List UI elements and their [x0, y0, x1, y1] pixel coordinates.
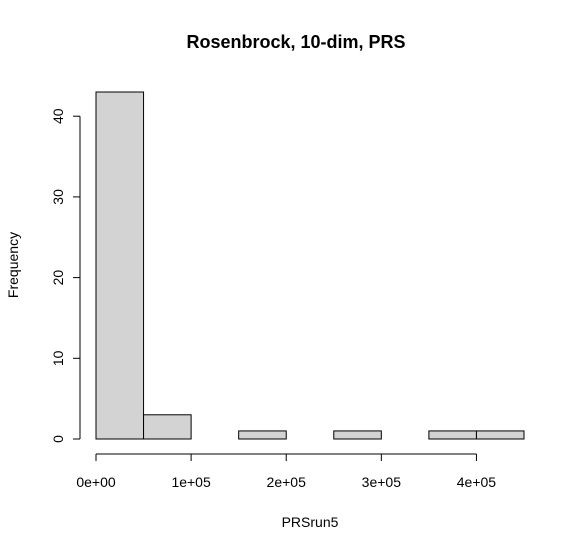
histogram-bar	[428, 430, 477, 440]
x-tick-label: 2e+05	[267, 474, 307, 490]
histogram-bar	[95, 91, 145, 440]
histogram-bar	[238, 430, 287, 440]
chart-title: Rosenbrock, 10-dim, PRS	[186, 32, 405, 52]
y-tick-label: 30	[50, 189, 66, 205]
y-tick-label: 40	[50, 108, 66, 124]
bars-group	[95, 91, 525, 440]
x-tick-label: 3e+05	[362, 474, 402, 490]
y-tick-label: 20	[50, 270, 66, 286]
x-tick-label: 1e+05	[171, 474, 211, 490]
x-tick-label: 0e+00	[76, 474, 116, 490]
y-tick-label: 0	[50, 435, 66, 443]
x-axis-title: PRSrun5	[282, 514, 339, 530]
y-axis: 0 10 20 30 40	[50, 108, 81, 443]
histogram-bar	[475, 430, 525, 440]
x-tick-label: 4e+05	[457, 474, 497, 490]
x-axis: 0e+00 1e+05 2e+05 3e+05 4e+05	[76, 453, 497, 490]
histogram-bar	[143, 414, 192, 440]
y-axis-title: Frequency	[5, 232, 21, 298]
histogram-bar	[333, 430, 382, 440]
y-tick-label: 10	[50, 350, 66, 366]
